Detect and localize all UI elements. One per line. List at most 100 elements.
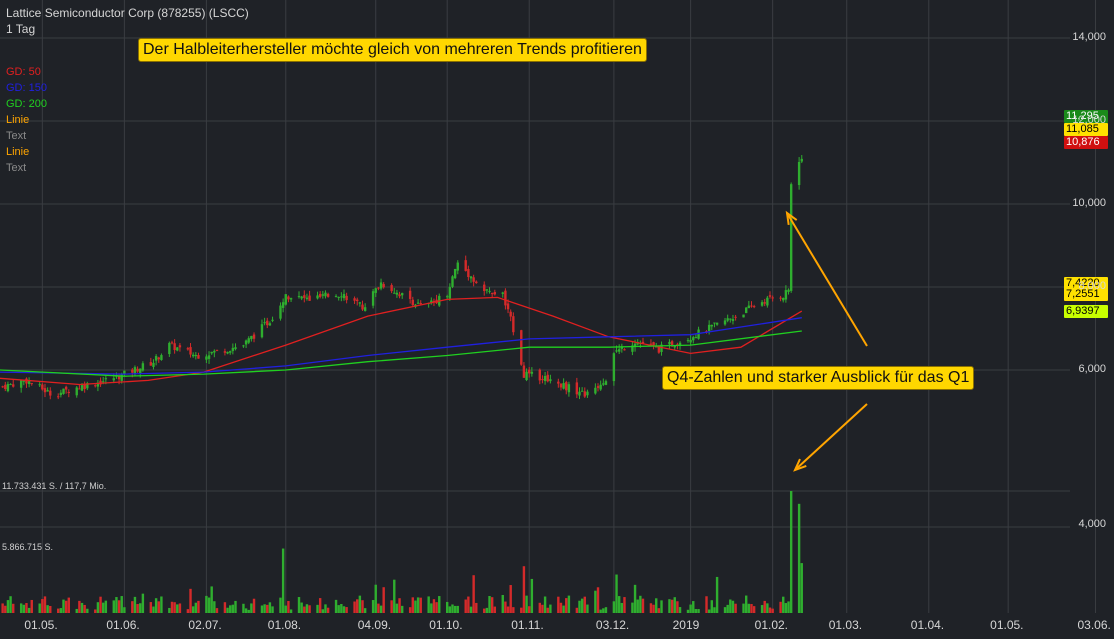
volume-bar	[731, 600, 735, 613]
candle-body	[710, 324, 713, 327]
candle-body	[464, 260, 467, 271]
volume-bar	[38, 603, 41, 613]
volume-bar	[374, 584, 377, 613]
candle-body	[83, 383, 86, 390]
candle-body	[22, 380, 26, 382]
volume-bar	[766, 603, 769, 613]
volume-bar	[318, 598, 322, 613]
candle-body	[562, 383, 565, 389]
legend-gd200[interactable]: GD: 200	[6, 98, 47, 110]
candle-body	[229, 351, 232, 353]
volume-bar	[604, 607, 608, 613]
volume-bar	[308, 605, 311, 613]
candle-body	[599, 384, 602, 390]
candle-body	[747, 305, 751, 309]
candle-body	[541, 379, 544, 381]
candle-body	[67, 391, 70, 394]
candle-body	[157, 357, 160, 360]
candle-body	[186, 348, 190, 350]
candle-body	[213, 350, 216, 353]
volume-bar	[321, 609, 325, 613]
x-tick-label: 01.05.	[990, 618, 1024, 632]
volume-bar	[512, 607, 515, 613]
volume-bar	[493, 606, 497, 613]
volume-bar	[583, 596, 586, 613]
volume-bar	[752, 606, 756, 613]
candle-body	[623, 349, 626, 351]
legend-gd50[interactable]: GD: 50	[6, 66, 41, 78]
candle-body	[485, 289, 489, 291]
candle-body	[205, 356, 208, 360]
volume-bar	[525, 595, 528, 613]
volume-bar	[747, 603, 751, 613]
legend-text-2[interactable]: Text	[6, 162, 27, 174]
volume-bar	[268, 602, 272, 613]
candle-body	[223, 351, 227, 353]
volume-bar	[19, 603, 23, 613]
candle-body	[583, 391, 586, 397]
candle-body	[379, 282, 383, 289]
candle-body	[308, 295, 311, 301]
volume-bar	[543, 596, 547, 613]
volume-bar	[416, 597, 420, 613]
candle-body	[30, 383, 33, 385]
volume-bar	[789, 491, 793, 613]
candle-body	[713, 322, 716, 324]
candle-body	[64, 386, 68, 390]
candle-body	[467, 269, 470, 278]
candle-body	[139, 368, 142, 374]
candle-body	[266, 320, 269, 326]
volume-bar	[575, 607, 579, 613]
candle-body	[483, 284, 486, 292]
candle-body	[686, 340, 690, 342]
legend-gd150[interactable]: GD: 150	[6, 82, 47, 94]
volume-bar	[160, 596, 163, 613]
volume-bar	[67, 597, 70, 613]
candle-body	[284, 294, 287, 305]
volume-bar	[393, 579, 396, 613]
candle-body	[530, 371, 534, 374]
candle-body	[395, 292, 399, 295]
volume-bar	[578, 600, 581, 613]
candle-body	[86, 383, 89, 389]
volume-bar	[1, 603, 4, 613]
volume-bars	[1, 491, 803, 613]
volume-bar	[501, 594, 504, 613]
candle-body	[6, 384, 10, 392]
candle-body	[356, 299, 359, 302]
volume-bar	[226, 607, 229, 613]
volume-bar	[178, 603, 182, 613]
candle-body	[731, 319, 735, 322]
candle-body	[766, 297, 769, 306]
volume-bar	[382, 587, 385, 613]
legend-text-1[interactable]: Text	[6, 130, 27, 142]
candle-body	[131, 369, 134, 373]
candle-body	[234, 347, 237, 350]
volume-bar	[506, 606, 510, 613]
volume-bar	[541, 604, 544, 613]
candle-body	[797, 161, 801, 186]
volume-bar	[427, 596, 430, 613]
x-tick-label: 01.08.	[267, 618, 302, 632]
candle-body	[615, 350, 618, 352]
volume-bar	[136, 604, 139, 613]
volume-bar	[660, 600, 663, 613]
volume-bar	[154, 598, 158, 613]
volume-bar	[631, 602, 634, 613]
candle-body	[263, 322, 266, 324]
volume-bar	[377, 603, 380, 613]
volume-bar	[559, 602, 563, 613]
candle-body	[318, 293, 322, 297]
candle-body	[247, 338, 250, 343]
legend-linie-2[interactable]: Linie	[6, 146, 30, 158]
volume-bar	[617, 596, 621, 613]
volume-bar	[229, 605, 232, 613]
volume-bar	[549, 604, 552, 613]
candle-body	[649, 343, 653, 345]
candle-body	[559, 383, 563, 388]
volume-bar	[509, 585, 512, 613]
candle-body	[176, 347, 179, 351]
candle-body	[453, 268, 457, 279]
legend-linie-1[interactable]: Linie	[6, 114, 30, 126]
candle-body	[300, 296, 303, 299]
